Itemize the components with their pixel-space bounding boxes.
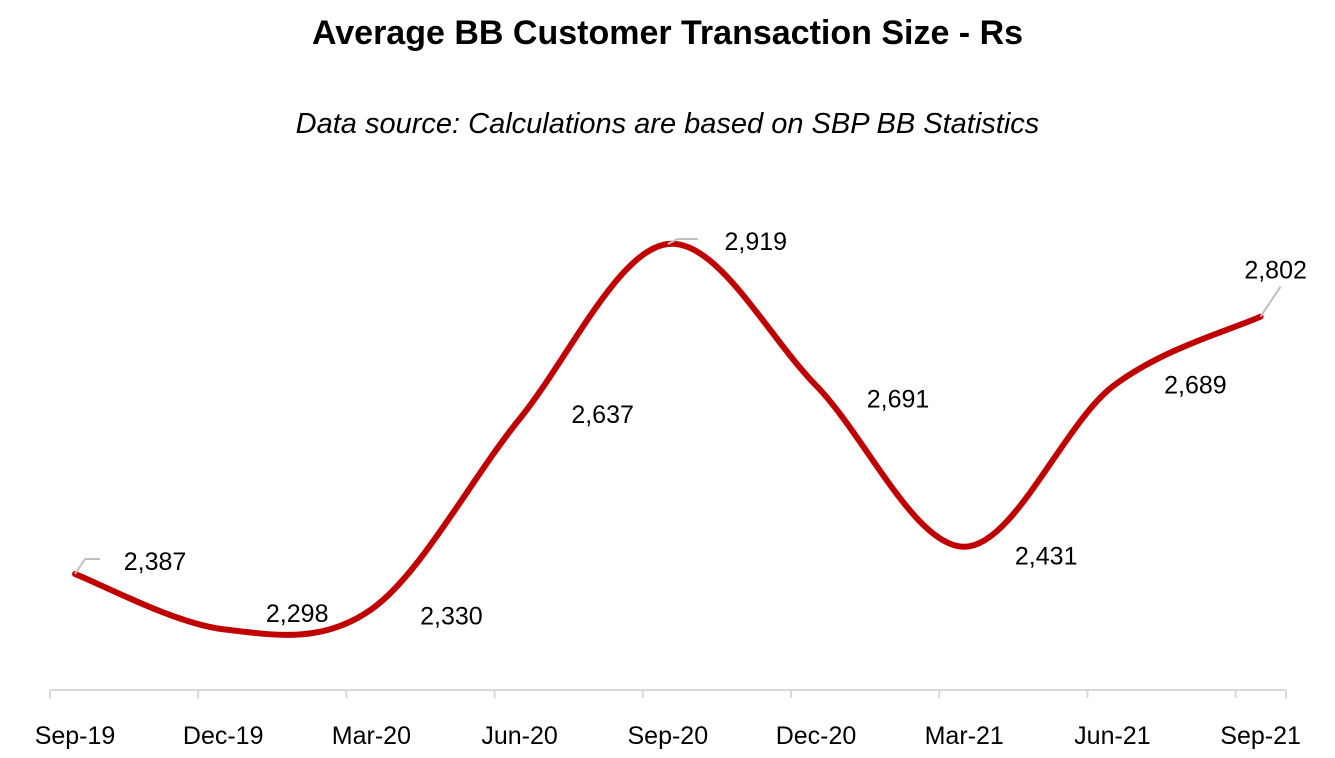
- chart-title: Average BB Customer Transaction Size - R…: [311, 14, 1024, 52]
- data-label-leader: [1259, 286, 1282, 318]
- data-label: 2,330: [420, 602, 483, 630]
- data-label: 2,919: [725, 228, 788, 256]
- data-label-leader: [667, 238, 698, 245]
- x-tick-label: Sep-21: [1220, 722, 1301, 750]
- data-label: 2,431: [1015, 543, 1078, 571]
- data-label: 2,387: [124, 548, 187, 576]
- data-label: 2,637: [571, 401, 634, 429]
- x-tick-label: Jun-20: [481, 722, 557, 750]
- data-label: 2,691: [867, 385, 930, 413]
- x-tick-label: Sep-20: [627, 722, 708, 750]
- chart-subtitle: Data source: Calculations are based on S…: [295, 108, 1040, 140]
- x-tick-label: Dec-20: [776, 722, 857, 750]
- x-tick-label: Sep-19: [35, 722, 116, 750]
- data-label: 2,802: [1244, 257, 1307, 285]
- data-label: 2,298: [266, 600, 329, 628]
- data-label-leader: [74, 558, 100, 575]
- data-label: 2,689: [1164, 372, 1227, 400]
- x-tick-label: Mar-20: [332, 722, 411, 750]
- x-tick-label: Dec-19: [183, 722, 264, 750]
- x-tick-label: Mar-21: [925, 722, 1004, 750]
- series-line: [72, 240, 1264, 638]
- x-tick-label: Jun-21: [1074, 722, 1150, 750]
